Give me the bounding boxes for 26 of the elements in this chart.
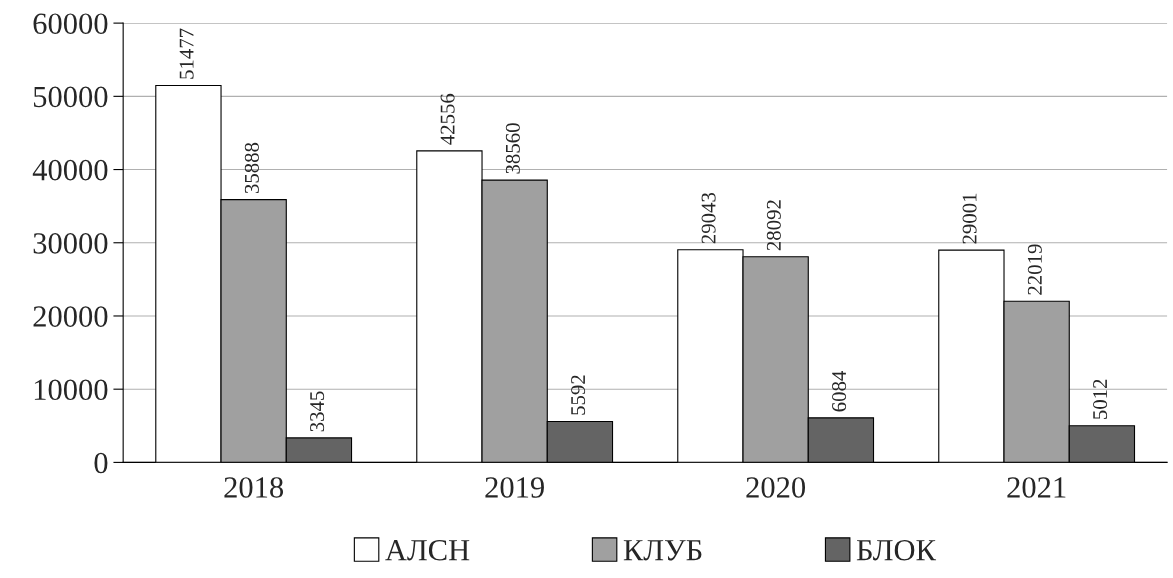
- y-tick-label: 20000: [33, 306, 108, 327]
- y-tick-label: 50000: [33, 86, 108, 108]
- legend-label: БЛОК: [856, 539, 937, 561]
- x-tick-label: 2018: [224, 477, 284, 498]
- x-tick-label: 2019: [485, 477, 544, 498]
- x-tick-label: 2021: [1007, 477, 1066, 498]
- data-label: 29043: [701, 192, 716, 244]
- x-tick-label: 2020: [746, 477, 806, 498]
- data-label: 29001: [962, 193, 977, 244]
- data-label: 51477: [179, 28, 194, 79]
- legend-label: КЛУБ: [623, 540, 702, 561]
- y-tick-label: 40000: [32, 159, 108, 181]
- data-label: 6084: [832, 370, 847, 412]
- data-label: 5012: [1093, 379, 1108, 419]
- y-tick-label: 10000: [34, 379, 108, 401]
- y-tick-label: 60000: [33, 13, 108, 35]
- data-label: 28092: [766, 200, 781, 251]
- y-tick-label: 0: [94, 452, 108, 474]
- data-label: 35888: [244, 142, 259, 194]
- data-label: 3345: [310, 391, 325, 432]
- data-label: 42556: [440, 93, 455, 145]
- data-label: 22019: [1027, 244, 1042, 295]
- legend-label: АЛСН: [385, 539, 470, 561]
- y-tick-label: 30000: [33, 233, 108, 254]
- data-label: 5592: [571, 375, 586, 415]
- data-label: 38560: [505, 123, 520, 174]
